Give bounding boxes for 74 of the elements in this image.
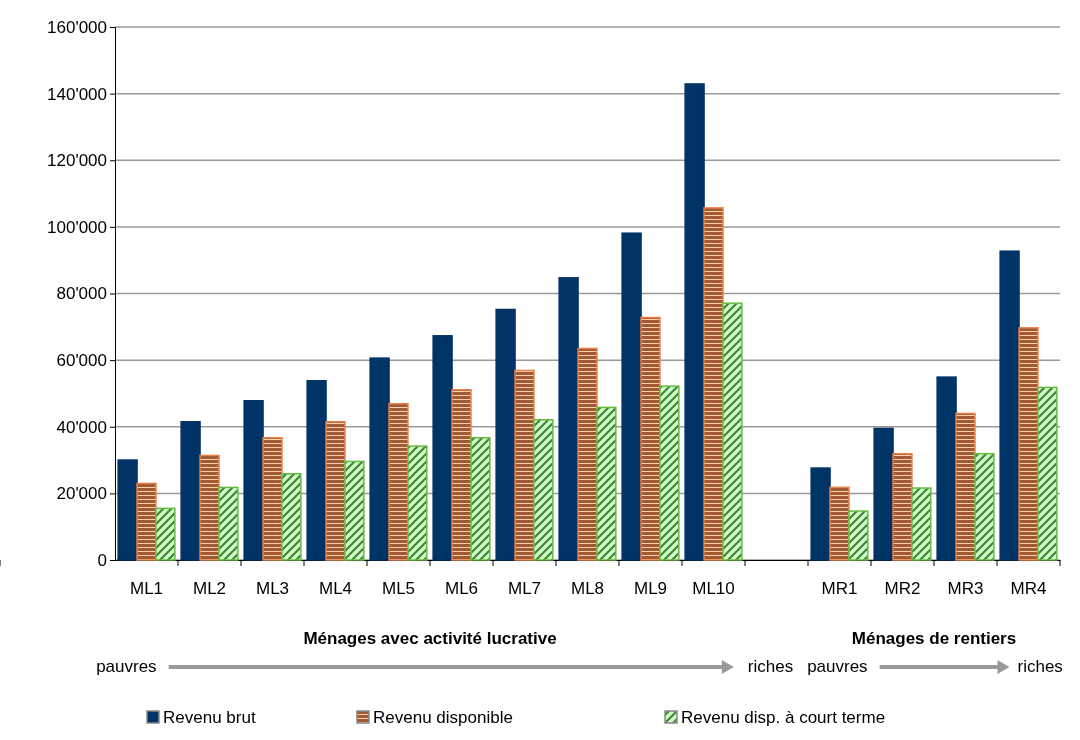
y-tick-label: 120'000 (47, 151, 107, 171)
bar (596, 406, 617, 561)
bar (829, 486, 850, 561)
text: riches (747, 657, 794, 676)
bar (388, 403, 409, 561)
text: riches (1017, 657, 1063, 676)
x-tick-label: MR3 (947, 579, 984, 599)
bar (621, 232, 642, 561)
y-tick-label: 80'000 (56, 284, 107, 304)
legend-label: Revenu disponible (373, 708, 513, 727)
x-tick-label: ML7 (507, 579, 542, 599)
bar (999, 250, 1020, 561)
bar (514, 369, 535, 561)
bar (117, 459, 138, 561)
bar (344, 460, 365, 561)
bar (722, 302, 743, 561)
text: Ménages avec activité lucrative (303, 629, 557, 648)
bar (262, 436, 283, 561)
y-tick-label: 60'000 (56, 351, 107, 371)
bar (659, 385, 680, 561)
bar (873, 427, 894, 561)
legend-label: Revenu disp. à court terme (681, 708, 886, 727)
bar (848, 510, 869, 561)
bar (369, 357, 390, 561)
bar (1018, 327, 1039, 561)
text: Ménages de rentiers (851, 629, 1017, 648)
y-tick-label: 40'000 (56, 417, 107, 437)
bar (243, 400, 264, 561)
bar (1037, 386, 1058, 561)
bar (810, 467, 831, 561)
bar (577, 347, 598, 561)
y-tick-label: 140'000 (47, 84, 107, 104)
y-tick-label: 160'000 (47, 17, 107, 37)
x-tick-label: ML5 (381, 579, 416, 599)
bar (495, 308, 516, 561)
bar (892, 452, 913, 561)
bar (180, 421, 201, 561)
y-tick-label: 20'000 (56, 484, 107, 504)
bar (136, 482, 157, 561)
bar (155, 507, 176, 561)
bar (306, 380, 327, 561)
x-tick-label: ML10 (692, 579, 735, 599)
y-tick-label: 100'000 (47, 217, 107, 237)
x-tick-label: ML8 (570, 579, 605, 599)
x-tick-label: MR2 (884, 579, 921, 599)
x-tick-label: MR4 (1010, 579, 1047, 599)
bar (470, 436, 491, 561)
bar (911, 487, 932, 561)
bar (407, 445, 428, 561)
x-tick-label: ML9 (633, 579, 668, 599)
bar (684, 83, 705, 561)
legend-label: Revenu brut (163, 708, 256, 727)
bar (955, 412, 976, 561)
x-tick-label: ML1 (129, 579, 164, 599)
bar (218, 486, 239, 561)
bar (936, 376, 957, 561)
y-tick-label: 0 (97, 550, 107, 570)
bar (451, 389, 472, 561)
x-tick-label: ML2 (192, 579, 227, 599)
bar (199, 454, 220, 561)
x-tick-label: ML3 (255, 579, 290, 599)
x-tick-label: MR1 (821, 579, 858, 599)
bar (281, 472, 302, 561)
bar (974, 452, 995, 561)
bar (533, 419, 554, 561)
bar (325, 421, 346, 561)
x-tick-label: ML6 (444, 579, 479, 599)
text: pauvres (96, 657, 157, 676)
bar (432, 335, 453, 561)
bar (558, 277, 579, 561)
bar (703, 207, 724, 561)
bar (640, 316, 661, 561)
text: pauvres (807, 657, 868, 676)
x-tick-label: ML4 (318, 579, 353, 599)
